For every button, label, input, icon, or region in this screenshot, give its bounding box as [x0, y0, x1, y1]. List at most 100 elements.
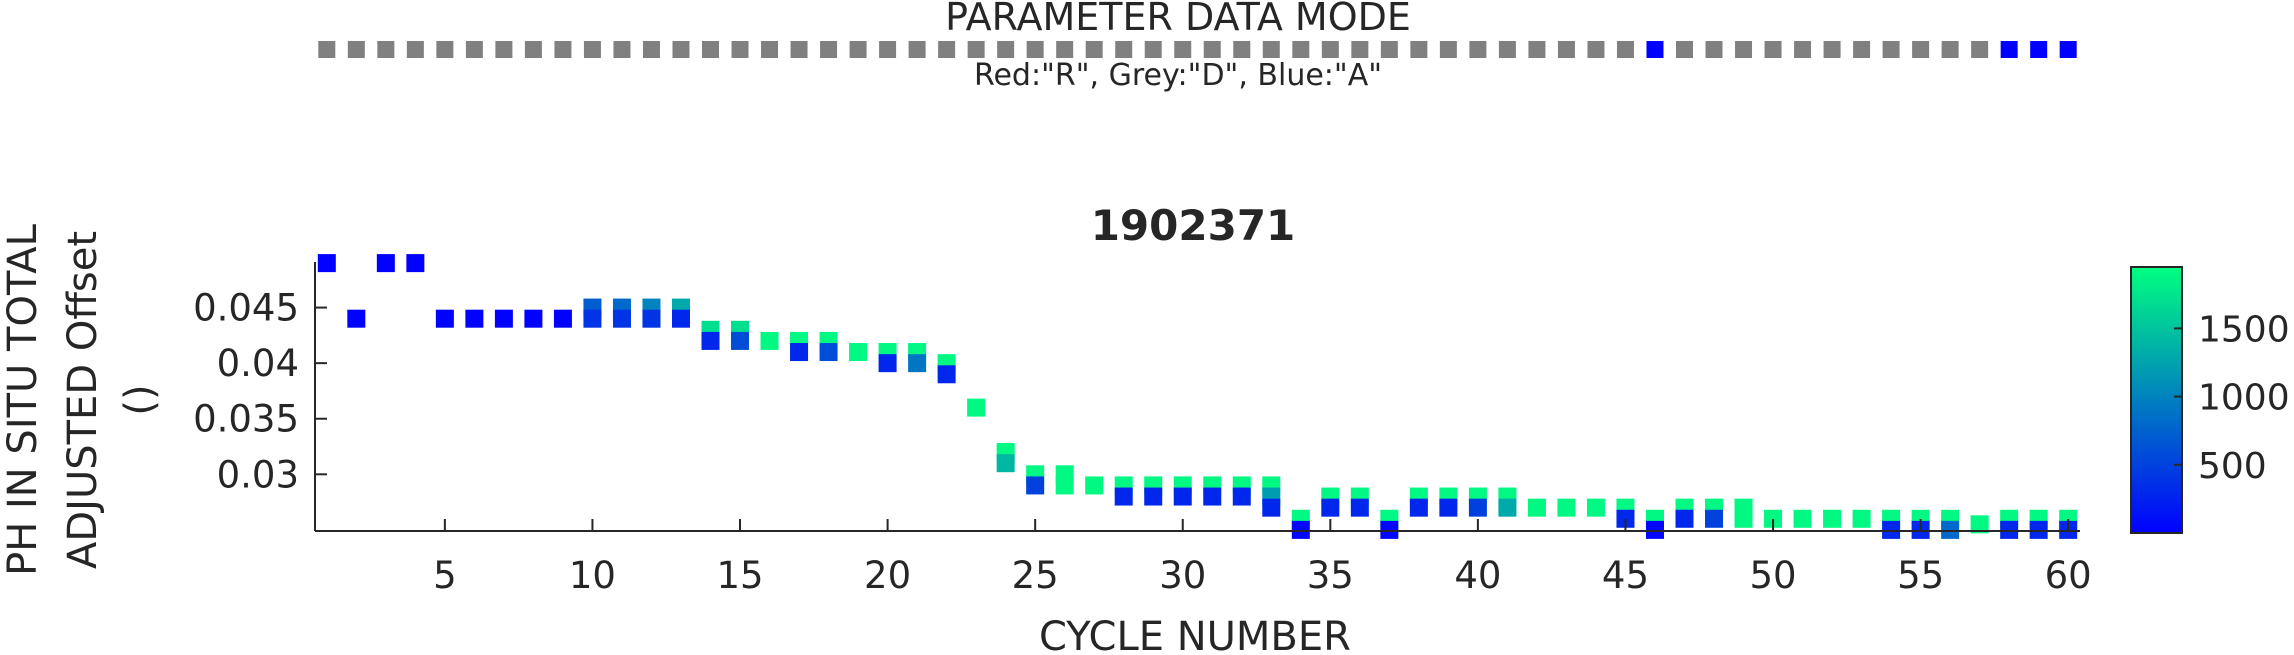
data-point — [1675, 509, 1694, 528]
y-tick-label: 0.045 — [193, 287, 299, 330]
x-tick-label: 25 — [1012, 554, 1059, 597]
mode-square — [1823, 41, 1841, 58]
data-point — [1203, 487, 1222, 506]
data-point — [1232, 487, 1251, 506]
data-point — [878, 354, 897, 373]
data-point — [1557, 498, 1576, 517]
mode-square — [1233, 41, 1251, 58]
data-point — [2029, 520, 2048, 539]
mode-square — [524, 41, 542, 58]
data-point — [849, 343, 868, 362]
mode-square — [1439, 41, 1457, 58]
mode-square — [761, 41, 779, 58]
mode-square — [820, 41, 838, 58]
mode-square — [1203, 41, 1221, 58]
mode-square — [377, 41, 395, 58]
mode-square — [2000, 41, 2018, 58]
colorbar: 500 1000 1500 — [2130, 266, 2290, 534]
colorbar-ticks: 500 1000 1500 — [2174, 309, 2290, 487]
mode-square — [1705, 41, 1723, 58]
mode-square — [1646, 41, 1664, 58]
mode-square — [1321, 41, 1339, 58]
data-point — [553, 309, 572, 328]
mode-square — [2030, 41, 2048, 58]
y-axis-label: PH IN SITU TOTAL ADJUSTED Offset () — [0, 223, 163, 576]
mode-square — [1469, 41, 1487, 58]
data-point — [1645, 520, 1664, 539]
x-tick-label: 40 — [1454, 554, 1501, 597]
data-point — [435, 309, 454, 328]
mode-square — [554, 41, 572, 58]
data-point — [317, 254, 336, 273]
data-point — [1498, 498, 1517, 517]
x-axis-label: CYCLE NUMBER — [1039, 614, 1351, 655]
data-point — [760, 331, 779, 350]
mode-square — [1675, 41, 1693, 58]
mode-square — [672, 41, 690, 58]
colorbar-tick-label: 500 — [2198, 446, 2267, 487]
data-point — [2000, 520, 2019, 539]
x-tick-label: 30 — [1159, 554, 1206, 597]
y-tick-label: 0.03 — [217, 453, 299, 496]
mode-square — [1941, 41, 1959, 58]
data-point — [1468, 498, 1487, 517]
data-point — [1705, 509, 1724, 528]
x-tick-label: 45 — [1602, 554, 1649, 597]
data-point — [819, 343, 838, 362]
data-point — [524, 309, 543, 328]
mode-strip-legend: Red:"R", Grey:"D", Blue:"A" — [974, 58, 1382, 93]
mode-square — [1764, 41, 1782, 58]
mode-square — [1410, 41, 1428, 58]
mode-strip — [318, 41, 2077, 58]
data-point — [1793, 509, 1812, 528]
mode-square — [1351, 41, 1369, 58]
data-point — [996, 454, 1015, 473]
mode-square — [1380, 41, 1398, 58]
y-tick-label: 0.04 — [217, 342, 299, 385]
data-point — [790, 343, 809, 362]
data-point — [671, 309, 690, 328]
data-point — [1380, 520, 1399, 539]
data-point — [406, 254, 425, 273]
mode-square — [879, 41, 897, 58]
mode-square — [702, 41, 720, 58]
mode-square — [1882, 41, 1900, 58]
x-tick-label: 20 — [864, 554, 911, 597]
data-point — [1262, 498, 1281, 517]
data-point — [1409, 498, 1428, 517]
mode-square — [1735, 41, 1753, 58]
mode-square — [1557, 41, 1575, 58]
data-point — [1734, 509, 1753, 528]
data-point — [1527, 498, 1546, 517]
mode-square — [1587, 41, 1605, 58]
data-point — [612, 309, 631, 328]
data-point — [1055, 476, 1074, 495]
mode-square — [2059, 41, 2077, 58]
data-point — [347, 309, 366, 328]
mode-square — [613, 41, 631, 58]
data-point — [494, 309, 513, 328]
mode-square — [495, 41, 513, 58]
data-point — [1586, 498, 1605, 517]
mode-square — [997, 41, 1015, 58]
data-point — [1852, 509, 1871, 528]
mode-square — [1292, 41, 1310, 58]
x-tick-label: 35 — [1307, 554, 1354, 597]
y-tick-label: 0.035 — [193, 398, 299, 441]
data-point — [701, 331, 720, 350]
y-ticks: 0.03 0.035 0.04 0.045 — [193, 287, 327, 496]
data-point — [1350, 498, 1369, 517]
colorbar-tick-label: 1000 — [2198, 378, 2290, 419]
data-point — [967, 398, 986, 417]
mode-square — [1616, 41, 1634, 58]
plot-area: 5 10 15 20 25 30 35 40 45 50 55 60 0.030.0350.040.0… — [193, 254, 2092, 597]
data-point — [1882, 520, 1901, 539]
mode-square — [1174, 41, 1192, 58]
mode-square — [1026, 41, 1044, 58]
mode-square — [465, 41, 483, 58]
mode-square — [1528, 41, 1546, 58]
data-point — [937, 365, 956, 384]
mode-square — [967, 41, 985, 58]
data-point — [1144, 487, 1163, 506]
mode-square — [938, 41, 956, 58]
